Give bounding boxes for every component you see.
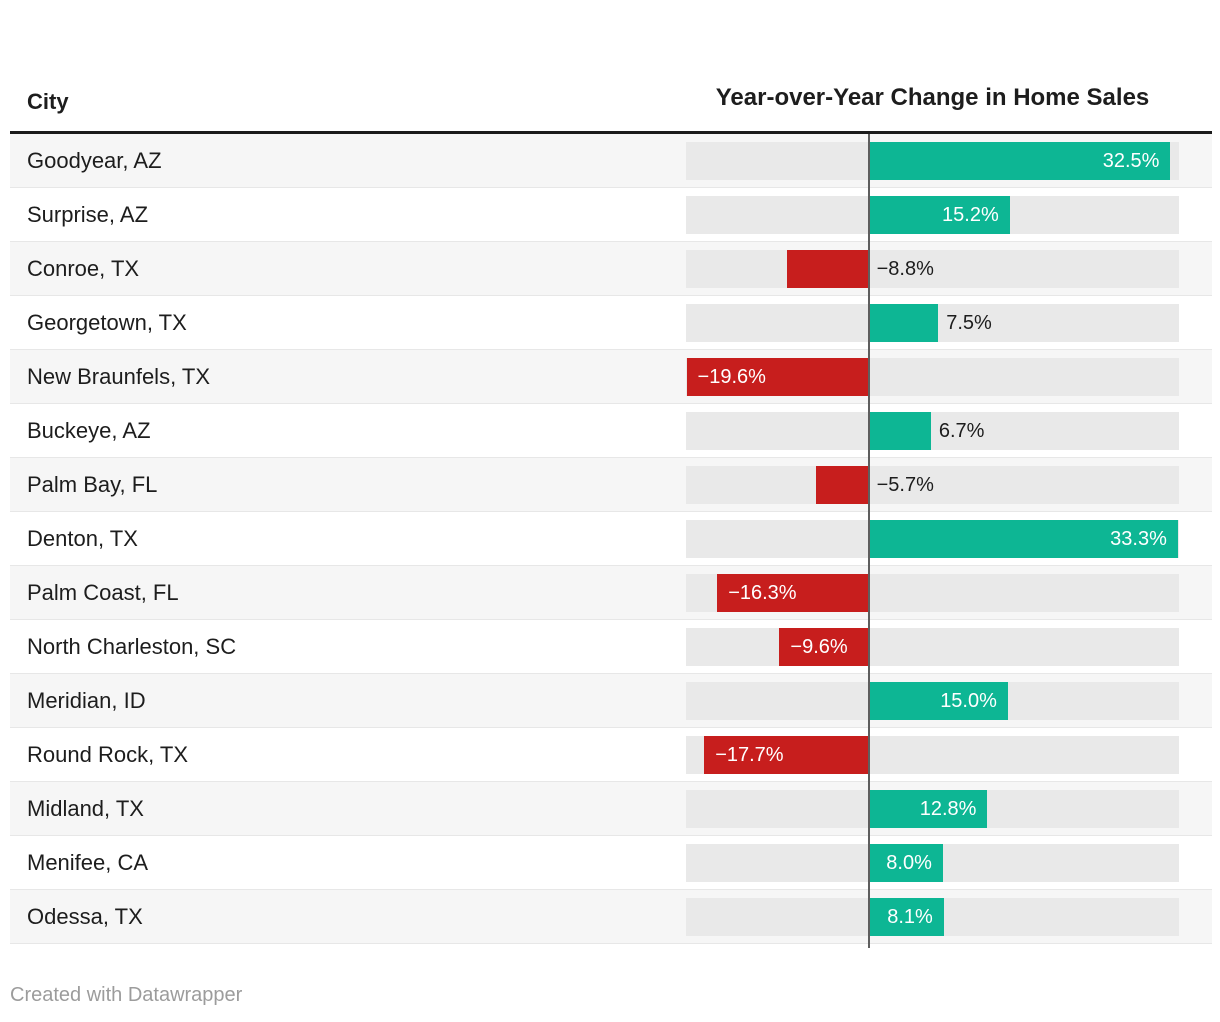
- value-label: 7.5%: [946, 312, 992, 334]
- value-bar: 33.3%: [868, 520, 1178, 558]
- table-row: Denton, TX 33.3%: [10, 512, 1212, 566]
- value-column-header: Year-over-Year Change in Home Sales: [686, 81, 1179, 131]
- city-cell: Round Rock, TX: [27, 742, 189, 767]
- value-label: 6.7%: [938, 420, 985, 442]
- city-cell: Meridian, ID: [27, 688, 146, 713]
- table-row: Georgetown, TX 7.5%: [10, 296, 1212, 350]
- city-cell: New Braunfels, TX: [27, 364, 211, 389]
- table-body: Goodyear, AZ 32.5% Surprise, AZ 15.2% Co…: [10, 134, 1212, 948]
- value-bar: [815, 466, 869, 504]
- credit-text: Created with Datawrapper: [10, 984, 243, 1006]
- bar-cell: 33.3%: [686, 512, 1179, 565]
- table-header: City Year-over-Year Change in Home Sales: [10, 0, 1212, 134]
- value-bar: 8.1%: [868, 898, 944, 936]
- city-column-header: City: [27, 89, 69, 114]
- value-bar: 15.2%: [868, 196, 1010, 234]
- city-cell: Buckeye, AZ: [27, 418, 151, 443]
- value-bar: −16.3%: [717, 574, 869, 612]
- table-row: New Braunfels, TX −19.6%: [10, 350, 1212, 404]
- bar-cell: 15.0%: [686, 674, 1179, 727]
- value-bar: [868, 412, 931, 450]
- city-cell: Goodyear, AZ: [27, 148, 162, 173]
- value-label: −19.6%: [697, 365, 766, 388]
- table-row: Midland, TX 12.8%: [10, 782, 1212, 836]
- value-bar: 8.0%: [868, 844, 943, 882]
- value-bar: [868, 304, 939, 342]
- value-label: 8.0%: [886, 851, 932, 874]
- bar-cell: 8.0%: [686, 836, 1179, 889]
- city-cell: Surprise, AZ: [27, 202, 149, 227]
- bar-cell: −16.3%: [686, 566, 1179, 619]
- bar-track: [686, 250, 1179, 288]
- value-bar: 32.5%: [868, 142, 1171, 180]
- city-cell: Conroe, TX: [27, 256, 140, 281]
- bar-track: [686, 412, 1179, 450]
- value-bar: 15.0%: [868, 682, 1008, 720]
- value-bar: 12.8%: [868, 790, 988, 828]
- value-label: 32.5%: [1102, 149, 1160, 172]
- bar-cell: 15.2%: [686, 188, 1179, 241]
- bar-cell: −17.7%: [686, 728, 1179, 781]
- table-row: North Charleston, SC −9.6%: [10, 620, 1212, 674]
- chart-title: Year-over-Year Change in Home Sales: [715, 84, 1150, 111]
- table-row: Goodyear, AZ 32.5%: [10, 134, 1212, 188]
- city-cell: Midland, TX: [27, 796, 144, 821]
- city-cell: Menifee, CA: [27, 850, 149, 875]
- table-row: Surprise, AZ 15.2%: [10, 188, 1212, 242]
- value-label: −5.7%: [876, 474, 934, 496]
- city-cell: Odessa, TX: [27, 904, 143, 929]
- table-row: Palm Coast, FL −16.3%: [10, 566, 1212, 620]
- bar-track: [686, 466, 1179, 504]
- bar-cell: 6.7%: [686, 404, 1179, 457]
- value-bar: −9.6%: [779, 628, 869, 666]
- table-row: Menifee, CA 8.0%: [10, 836, 1212, 890]
- bar-cell: 8.1%: [686, 890, 1179, 943]
- zero-axis-line: [867, 134, 870, 948]
- bar-cell: −19.6%: [686, 350, 1179, 403]
- city-cell: Georgetown, TX: [27, 310, 187, 335]
- value-label: −17.7%: [715, 743, 784, 766]
- bar-cell: 7.5%: [686, 296, 1179, 349]
- city-cell: North Charleston, SC: [27, 634, 237, 659]
- value-label: 15.2%: [942, 203, 999, 226]
- city-cell: Denton, TX: [27, 526, 138, 551]
- table-row: Odessa, TX 8.1%: [10, 890, 1212, 944]
- value-label: 15.0%: [940, 689, 997, 712]
- attribution-bar: Created with Datawrapper: [0, 984, 1220, 1007]
- value-bar: −17.7%: [704, 736, 869, 774]
- value-label: 33.3%: [1110, 527, 1167, 550]
- bar-cell: −8.8%: [686, 242, 1179, 295]
- value-label: 8.1%: [887, 905, 933, 928]
- bar-cell: 32.5%: [686, 134, 1179, 187]
- value-bar: [786, 250, 869, 288]
- value-label: −16.3%: [728, 581, 797, 604]
- table-row: Round Rock, TX −17.7%: [10, 728, 1212, 782]
- bar-cell: −5.7%: [686, 458, 1179, 511]
- bar-cell: −9.6%: [686, 620, 1179, 673]
- bar-track: [686, 628, 1179, 666]
- table-row: Palm Bay, FL −5.7%: [10, 458, 1212, 512]
- city-cell: Palm Bay, FL: [27, 472, 158, 497]
- city-cell: Palm Coast, FL: [27, 580, 179, 605]
- value-label: −9.6%: [790, 635, 848, 658]
- table-row: Meridian, ID 15.0%: [10, 674, 1212, 728]
- value-label: −8.8%: [876, 258, 934, 280]
- bar-cell: 12.8%: [686, 782, 1179, 835]
- table-row: Buckeye, AZ 6.7%: [10, 404, 1212, 458]
- value-bar: −19.6%: [686, 358, 869, 396]
- value-label: 12.8%: [919, 797, 977, 820]
- table-row: Conroe, TX −8.8%: [10, 242, 1212, 296]
